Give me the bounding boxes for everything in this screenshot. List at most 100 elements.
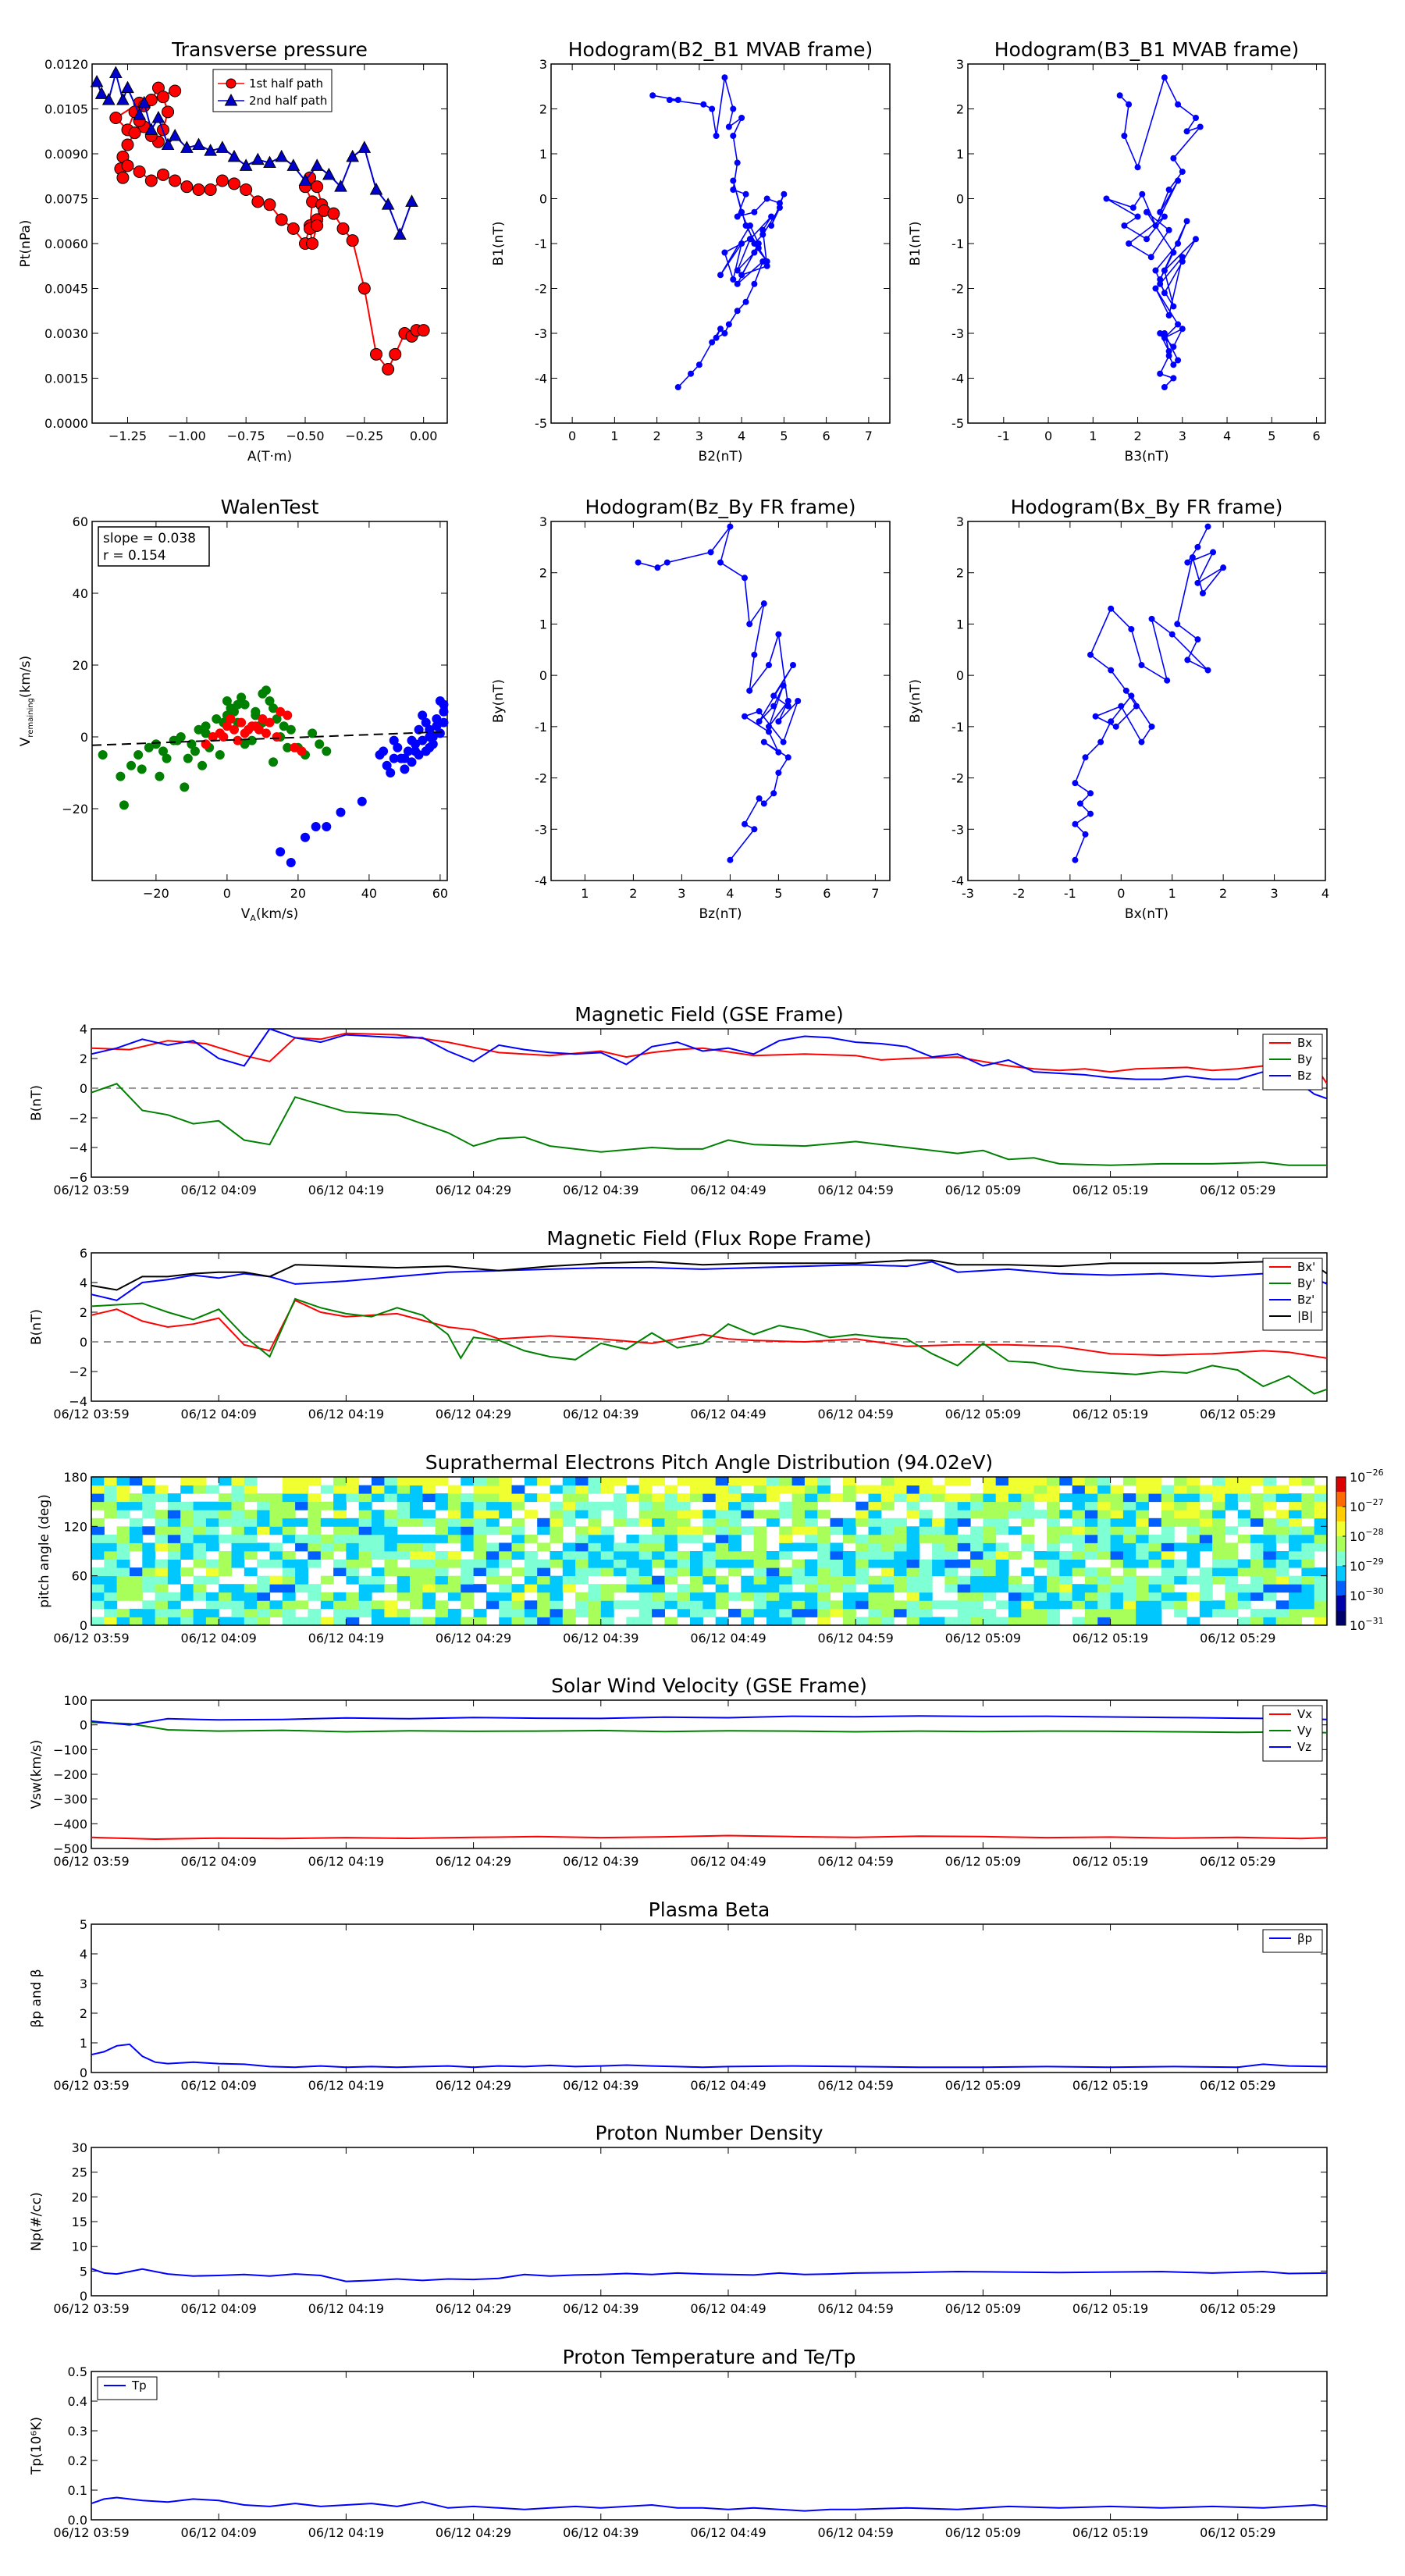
heatmap-cell xyxy=(1263,1567,1277,1577)
colorbar-exponent: −26 xyxy=(1365,1468,1383,1478)
scatter-point xyxy=(265,717,275,728)
heatmap-cell xyxy=(842,1575,856,1585)
heatmap-cell xyxy=(817,1542,831,1552)
heatmap-cell xyxy=(868,1617,882,1626)
time-tick-label: 06/12 05:09 xyxy=(945,2301,1021,2316)
time-tick-label: 06/12 05:09 xyxy=(945,2078,1021,2093)
scatter-point xyxy=(425,742,435,753)
heatmap-cell xyxy=(524,1477,538,1485)
data-point xyxy=(1103,195,1110,202)
heatmap-cell xyxy=(753,1510,767,1519)
heatmap-cell xyxy=(588,1600,602,1610)
heatmap-cell xyxy=(1289,1542,1302,1552)
scatter-point xyxy=(411,746,421,756)
y-tick-label: 2 xyxy=(956,102,964,117)
heatmap-cell xyxy=(779,1542,793,1552)
heatmap-cell xyxy=(295,1617,308,1626)
heatmap-cell xyxy=(422,1567,436,1577)
heatmap-cell xyxy=(435,1493,449,1503)
heatmap-cell xyxy=(855,1534,870,1543)
heatmap-cell xyxy=(461,1517,475,1527)
scatter-point xyxy=(283,710,293,720)
heatmap-cell xyxy=(447,1608,461,1617)
heatmap-cell xyxy=(346,1592,360,1601)
heatmap-cell xyxy=(779,1551,793,1560)
heatmap-cell xyxy=(1148,1477,1162,1485)
heatmap-cell xyxy=(868,1592,882,1601)
heatmap-cell xyxy=(575,1542,589,1552)
colorbar-tick-label: 10−27 xyxy=(1350,1497,1384,1514)
heatmap-cell xyxy=(333,1510,347,1519)
heatmap-cell xyxy=(1212,1517,1225,1527)
heatmap-cell xyxy=(817,1534,831,1543)
heatmap-cell xyxy=(435,1534,449,1543)
heatmap-cell xyxy=(346,1477,360,1485)
time-tick-label: 06/12 04:09 xyxy=(181,2301,257,2316)
heatmap-cell xyxy=(410,1567,423,1577)
scatter-point xyxy=(286,724,296,735)
data-point xyxy=(721,249,728,256)
heatmap-cell xyxy=(575,1485,589,1494)
heatmap-cell xyxy=(868,1575,882,1585)
heatmap-cell xyxy=(167,1551,181,1560)
data-point xyxy=(1112,723,1119,730)
heatmap-cell xyxy=(537,1526,551,1535)
heatmap-cell xyxy=(550,1534,564,1543)
heatmap-cell xyxy=(1161,1559,1175,1568)
heatmap-cell xyxy=(91,1542,105,1552)
heatmap-cell xyxy=(333,1617,347,1626)
heatmap-cell xyxy=(104,1510,118,1519)
data-point xyxy=(90,74,104,87)
heatmap-cell xyxy=(779,1534,793,1543)
heatmap-cell xyxy=(919,1567,933,1577)
heatmap-cell xyxy=(932,1559,945,1568)
heatmap-cell xyxy=(155,1485,169,1494)
heatmap-cell xyxy=(1122,1608,1136,1617)
heatmap-cell xyxy=(244,1592,258,1601)
heatmap-cell xyxy=(957,1501,971,1510)
chart-np: Proton Number Density051015202530Np(#/cc… xyxy=(29,2122,1328,2316)
heatmap-cell xyxy=(1008,1600,1022,1610)
heatmap-cell xyxy=(155,1510,169,1519)
y-tick-label: -4 xyxy=(535,372,547,386)
heatmap-cell xyxy=(1225,1485,1239,1494)
heatmap-cell xyxy=(944,1510,959,1519)
heatmap-cell xyxy=(269,1517,283,1527)
time-tick-label: 06/12 05:29 xyxy=(1200,1183,1275,1197)
data-point xyxy=(1210,549,1217,556)
heatmap-cell xyxy=(91,1493,105,1503)
heatmap-cell xyxy=(919,1526,933,1535)
heatmap-cell xyxy=(435,1575,449,1585)
chart-title: Magnetic Field (GSE Frame) xyxy=(574,1003,843,1026)
heatmap-cell xyxy=(638,1517,653,1527)
data-point xyxy=(768,222,775,229)
heatmap-cell xyxy=(257,1559,271,1568)
heatmap-cell xyxy=(575,1567,589,1577)
heatmap-cell xyxy=(219,1559,233,1568)
heatmap-cell xyxy=(1072,1542,1086,1552)
heatmap-cell xyxy=(614,1551,627,1560)
heatmap-cell xyxy=(804,1592,818,1601)
heatmap-cell xyxy=(511,1493,525,1503)
heatmap-cell xyxy=(155,1526,169,1535)
scatter-point xyxy=(151,739,161,749)
heatmap-cell xyxy=(600,1485,614,1494)
heatmap-cell xyxy=(779,1575,793,1585)
heatmap-cell xyxy=(715,1600,729,1610)
data-point xyxy=(1194,579,1201,586)
scatter-point xyxy=(180,782,190,792)
heatmap-cell xyxy=(91,1485,105,1494)
heatmap-cell xyxy=(193,1617,207,1626)
heatmap-cell xyxy=(766,1517,780,1527)
data-point xyxy=(760,800,767,807)
heatmap-cell xyxy=(1314,1485,1328,1494)
heatmap-cell xyxy=(308,1551,322,1560)
heatmap-cell xyxy=(282,1617,296,1626)
heatmap-cell xyxy=(1301,1477,1315,1485)
data-point xyxy=(161,137,175,150)
heatmap-cell xyxy=(652,1575,665,1585)
heatmap-cell xyxy=(473,1510,487,1519)
time-tick-label: 06/12 05:29 xyxy=(1200,1631,1275,1646)
heatmap-cell xyxy=(715,1485,729,1494)
heatmap-cell xyxy=(1047,1534,1060,1543)
